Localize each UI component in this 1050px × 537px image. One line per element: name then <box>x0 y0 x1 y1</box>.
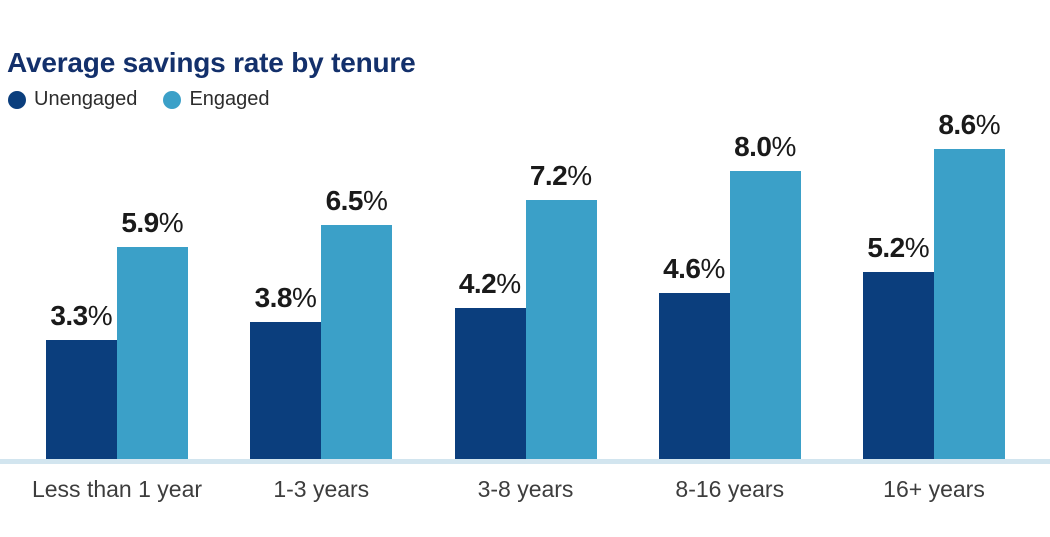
bar-engaged <box>934 149 1005 459</box>
chart-title: Average savings rate by tenure <box>7 46 416 78</box>
bar-unengaged <box>454 307 526 459</box>
bar-value-label: 3.8% <box>254 282 317 314</box>
bar-group: 3.8% 6.5% <box>250 185 393 459</box>
bar-unengaged <box>46 340 117 459</box>
legend-label: Engaged <box>189 88 270 110</box>
bar-groups: 3.3% 5.9% 3.8% 6.5% 4.2% 7.2% 4.6% 8.0% 5.2% 8.6% <box>0 111 1050 459</box>
bar-value-label: 8.0% <box>734 131 797 162</box>
bar-value-label: 8.6% <box>938 109 1001 141</box>
bar-column-unengaged: 3.3% <box>46 302 117 459</box>
bar-group: 3.3% 5.9% <box>46 206 188 459</box>
bar-engaged <box>729 171 801 459</box>
category-labels: Less than 1 year 1-3 years 3-8 years 8-16 y… <box>0 476 1050 503</box>
category-label: 8-16 years <box>675 476 785 502</box>
bar-group: 4.2% 7.2% <box>454 159 597 459</box>
bar-value-label: 5.2% <box>867 231 930 263</box>
legend-item-engaged: Engaged <box>163 88 270 111</box>
bar-column-engaged: 8.0% <box>729 131 801 459</box>
bar-group: 5.2% 8.6% <box>863 111 1005 459</box>
bar-value-label: 6.5% <box>325 185 388 216</box>
bar-unengaged <box>863 271 934 459</box>
bar-value-label: 4.2% <box>458 267 522 299</box>
bar-value-label: 3.3% <box>50 300 113 332</box>
bar-value-label: 4.6% <box>663 253 726 285</box>
bar-group: 4.6% 8.0% <box>658 131 801 459</box>
bar-value-label: 7.2% <box>529 159 593 191</box>
bar-engaged <box>321 225 393 459</box>
bar-engaged <box>117 246 188 459</box>
legend-item-unengaged: Unengaged <box>8 88 137 111</box>
bar-engaged <box>525 199 597 459</box>
bar-column-engaged: 6.5% <box>321 185 393 459</box>
category-label: 1-3 years <box>273 476 370 502</box>
legend-label: Unengaged <box>34 88 138 110</box>
bar-column-engaged: 5.9% <box>117 206 188 459</box>
category-label: 3-8 years <box>477 476 574 502</box>
category-label: Less than 1 year <box>31 476 203 502</box>
bar-column-unengaged: 5.2% <box>863 231 934 459</box>
x-axis-line <box>0 459 1050 464</box>
bar-column-unengaged: 4.2% <box>454 267 526 459</box>
bar-column-engaged: 8.6% <box>934 111 1005 459</box>
legend-dot-icon <box>8 90 26 109</box>
bar-column-unengaged: 4.6% <box>658 253 730 459</box>
legend: Unengaged Engaged <box>8 88 270 111</box>
bar-value-label: 5.9% <box>121 206 184 238</box>
bar-unengaged <box>250 322 322 459</box>
legend-dot-icon <box>163 90 182 109</box>
bar-column-unengaged: 3.8% <box>250 282 322 459</box>
bar-unengaged <box>658 293 730 459</box>
bar-column-engaged: 7.2% <box>525 159 597 459</box>
category-label: 16+ years <box>883 476 985 502</box>
